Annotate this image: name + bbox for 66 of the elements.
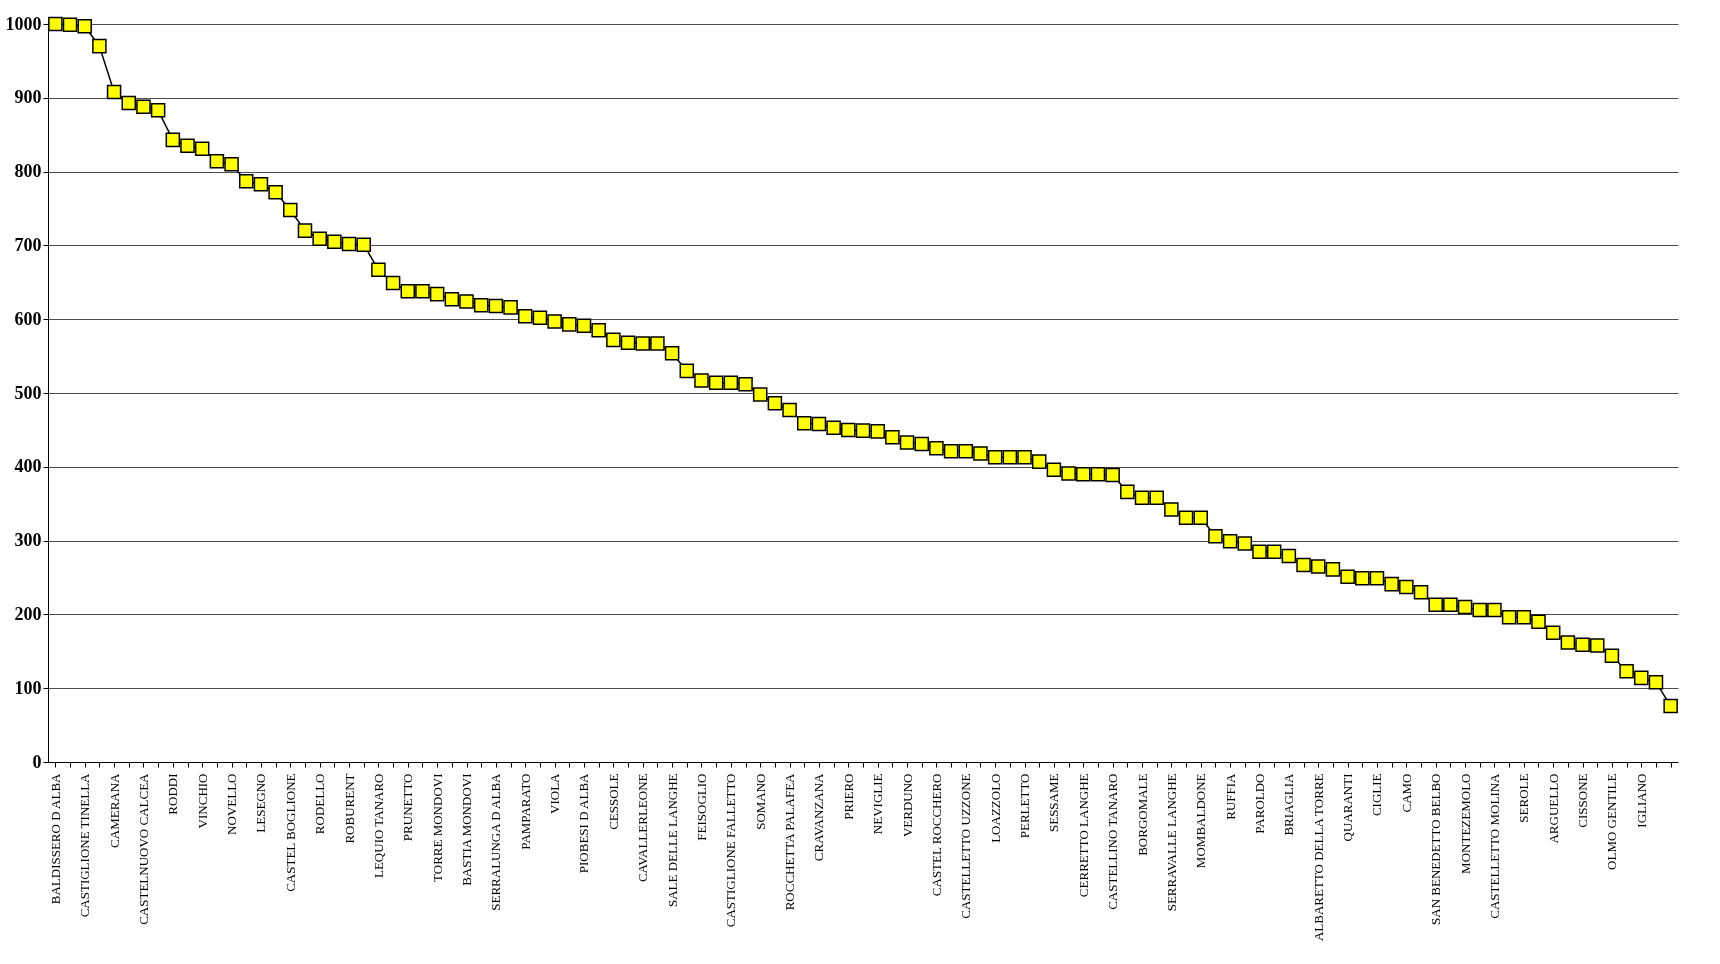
x-tick-label: TORRE MONDOVI	[429, 773, 445, 882]
x-tick-label: ALBARETTO DELLA TORRE	[1310, 773, 1326, 942]
y-tick-label: 900	[14, 87, 42, 108]
x-tick-label: CISSONE	[1575, 773, 1591, 828]
x-tick-label: LEQUIO TANARO	[370, 773, 386, 879]
y-tick-label: 200	[14, 603, 42, 624]
x-tick-label: CIGLIE	[1369, 773, 1385, 817]
y-tick-label: 1000	[5, 13, 42, 34]
x-tick-label: CASTIGLIONE TINELLA	[77, 772, 93, 918]
y-tick-label: 0	[32, 751, 42, 772]
x-tick-label: CASTELNUOVO CALCEA	[135, 772, 151, 925]
x-tick-label: MOMBALDONE	[1193, 773, 1209, 869]
x-tick-label: CESSOLE	[605, 773, 621, 830]
x-tick-label: SOMANO	[752, 773, 768, 830]
x-tick-label: PERLETTO	[1017, 773, 1033, 839]
x-tick-label: CASTELLETTO UZZONE	[958, 773, 974, 919]
x-tick-label: PRIERO	[840, 773, 856, 820]
x-tick-label: CAMO	[1398, 773, 1414, 813]
x-tick-label: BORGOMALE	[1134, 773, 1150, 856]
x-tick-label: LESEGNO	[253, 773, 269, 833]
x-tick-label: SERRALUNGA D ALBA	[488, 772, 504, 911]
x-tick-label: PRUNETTO	[400, 773, 416, 842]
x-tick-label: CASTELLETTO MOLINA	[1486, 772, 1502, 919]
x-tick-label: BASTIA MONDOVI	[459, 773, 475, 886]
x-tick-label: SALE DELLE LANGHE	[664, 773, 680, 908]
y-tick-label: 700	[14, 234, 42, 255]
x-tick-label: VERDUNO	[899, 773, 915, 838]
x-tick-label: CASTELLINO TANARO	[1105, 773, 1121, 910]
x-tick-label: PAROLDO	[1251, 773, 1267, 834]
y-tick-label: 300	[14, 530, 42, 551]
x-tick-label: BALDISSERO D ALBA	[47, 772, 63, 905]
x-tick-label: ARGUELLO	[1545, 773, 1561, 844]
x-tick-label: CAMERANA	[106, 772, 122, 848]
x-tick-label: CAVALLERLEONE	[635, 773, 651, 883]
x-tick-label: NOVELLO	[224, 773, 240, 835]
x-tick-label: VIOLA	[547, 772, 563, 814]
x-tick-label: RUFFIA	[1222, 772, 1238, 820]
x-tick-label: PAMPARATO	[517, 773, 533, 850]
x-tick-label: NEVIGLIE	[870, 773, 886, 835]
x-tick-label: IGLIANO	[1633, 773, 1649, 828]
x-tick-label: RODDI	[165, 773, 181, 815]
x-tick-label: SEROLE	[1516, 773, 1532, 823]
x-tick-label: BRIAGLIA	[1281, 772, 1297, 836]
x-tick-label: OLMO GENTILE	[1604, 773, 1620, 870]
x-tick-label: QUARANTI	[1340, 773, 1356, 842]
x-tick-label: LOAZZOLO	[987, 773, 1003, 843]
x-tick-label: SAN BENEDETTO BELBO	[1428, 773, 1444, 925]
y-tick-label: 400	[14, 456, 42, 477]
y-tick-label: 500	[14, 382, 42, 403]
x-tick-label: MONTEZEMOLO	[1457, 773, 1473, 874]
x-tick-label: SESSAME	[1046, 773, 1062, 833]
x-tick-label: FEISOGLIO	[693, 773, 709, 841]
x-tick-label: PIOBESI D ALBA	[576, 772, 592, 874]
x-tick-label: SERRAVALLE LANGHE	[1163, 773, 1179, 912]
y-tick-label: 600	[14, 308, 42, 329]
x-tick-label: ROCCHETTA PALAFEA	[782, 772, 798, 911]
x-tick-label: CASTEL BOGLIONE	[282, 773, 298, 892]
x-tick-label: CRAVANZANA	[811, 772, 827, 862]
x-tick-label: RODELLO	[312, 773, 328, 835]
x-tick-label: CASTEL ROCCHERO	[928, 773, 944, 897]
x-tick-label: CASTIGLIONE FALLETTO	[723, 773, 739, 928]
x-tick-label: VINCHIO	[194, 773, 210, 829]
y-tick-label: 800	[14, 161, 42, 182]
x-tick-label: CERRETTO LANGHE	[1075, 773, 1091, 898]
y-tick-label: 100	[14, 677, 42, 698]
x-tick-label: ROBURENT	[341, 773, 357, 844]
